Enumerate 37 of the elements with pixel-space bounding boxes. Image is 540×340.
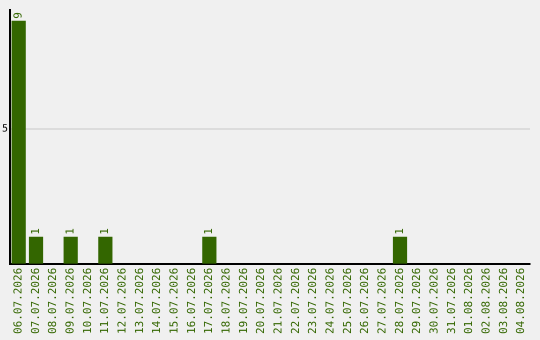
- data-label: 1: [202, 228, 216, 235]
- x-tick-label: 22.07.2026: [288, 268, 302, 334]
- data-label: 9: [12, 12, 25, 19]
- x-tick-label: 20.07.2026: [254, 268, 268, 334]
- x-tick-label: 14.07.2026: [150, 268, 164, 334]
- x-tick-label: 31.07.2026: [444, 268, 458, 334]
- x-tick-label: 12.07.2026: [116, 268, 129, 334]
- x-tick-label: 15.07.2026: [168, 268, 181, 334]
- x-tick-label: 29.07.2026: [410, 268, 424, 334]
- x-tick-label: 13.07.2026: [132, 268, 146, 334]
- x-tick-label: 08.07.2026: [46, 268, 60, 334]
- x-tick-label: 30.07.2026: [428, 268, 441, 334]
- y-tick-label: 5: [2, 123, 8, 134]
- x-tick-label: 26.07.2026: [358, 268, 372, 334]
- x-tick-label: 16.07.2026: [184, 268, 198, 334]
- x-tick-label: 01.08.2026: [462, 268, 476, 334]
- x-tick-label: 24.07.2026: [324, 268, 337, 334]
- x-tick-label: 25.07.2026: [340, 268, 354, 334]
- x-tick-label: 28.07.2026: [392, 268, 406, 334]
- data-label: 1: [392, 228, 406, 235]
- x-tick-label: 23.07.2026: [306, 268, 320, 334]
- x-tick-label: 21.07.2026: [272, 268, 285, 334]
- x-tick-label: 09.07.2026: [64, 268, 77, 334]
- x-tick-label: 19.07.2026: [236, 268, 250, 334]
- x-tick-label: 18.07.2026: [220, 268, 233, 334]
- data-label: 1: [64, 228, 77, 235]
- data-label: 1: [28, 228, 42, 235]
- x-tick-label: 11.07.2026: [98, 268, 112, 334]
- x-tick-label: 04.08.2026: [514, 268, 528, 334]
- x-tick-label: 10.07.2026: [80, 268, 94, 334]
- x-tick-label: 07.07.2026: [28, 268, 42, 334]
- x-tick-label: 27.07.2026: [376, 268, 389, 334]
- x-tick-label: 03.08.2026: [496, 268, 510, 334]
- x-tick-label: 02.08.2026: [480, 268, 493, 334]
- x-tick-label: 17.07.2026: [202, 268, 216, 334]
- x-tick-label: 06.07.2026: [12, 268, 25, 334]
- data-label: 1: [98, 228, 112, 235]
